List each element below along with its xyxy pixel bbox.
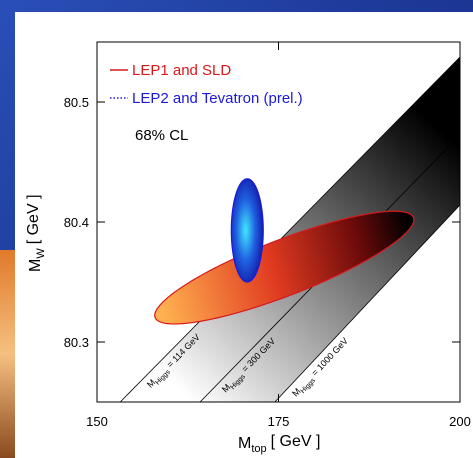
annotation: 68% CL — [135, 127, 188, 144]
y-tick-label: 80.5 — [64, 95, 89, 110]
chart: MHiggs= 114 GeVMHiggs= 300 GeVMHiggs= 10… — [0, 0, 473, 458]
x-tick-label: 150 — [86, 414, 108, 429]
legend-label: LEP2 and Tevatron (prel.) — [132, 90, 303, 107]
background-decoration — [0, 250, 15, 458]
legend-label: LEP1 and SLD — [132, 62, 231, 79]
y-axis-symbol: M — [27, 259, 44, 272]
ellipse — [231, 179, 263, 282]
y-tick-label: 80.4 — [64, 215, 89, 230]
x-axis-unit: [ GeV ] — [271, 433, 321, 450]
x-tick-label: 200 — [449, 414, 471, 429]
x-axis-symbol: M — [238, 435, 251, 452]
y-axis-unit: [ GeV ] — [25, 194, 42, 244]
x-axis-subscript: top — [251, 443, 266, 455]
y-axis-subscript: W — [35, 248, 47, 259]
y-tick-label: 80.3 — [64, 335, 89, 350]
x-tick-label: 175 — [268, 414, 290, 429]
